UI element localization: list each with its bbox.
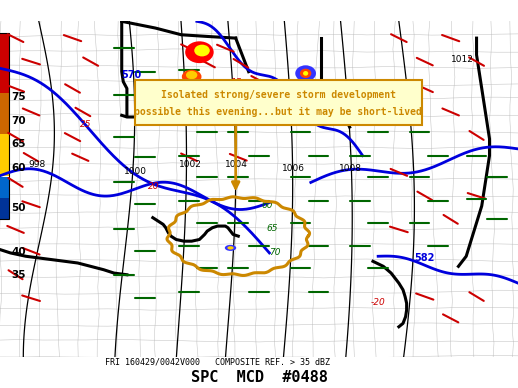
Text: Isolated strong/severe storm development: Isolated strong/severe storm development [161,90,396,100]
FancyBboxPatch shape [135,80,422,125]
Bar [0,177,9,199]
Text: SPC  MCD  #0488: SPC MCD #0488 [191,370,327,385]
Bar [0,33,9,55]
Text: 70: 70 [269,248,281,256]
Text: 65: 65 [267,224,278,233]
Bar [0,94,9,115]
Text: 40: 40 [11,247,26,256]
Text: 60: 60 [11,163,26,173]
Text: 1000: 1000 [124,167,147,176]
Text: FRI 160429/0042V000   COMPOSITE REF. > 35 dBZ: FRI 160429/0042V000 COMPOSITE REF. > 35 … [105,357,330,366]
Text: 75: 75 [11,92,26,102]
Ellipse shape [182,70,202,84]
Text: 25: 25 [80,120,92,129]
Ellipse shape [185,41,214,63]
Text: 50: 50 [11,203,26,213]
Text: 70: 70 [11,116,26,126]
Ellipse shape [186,71,197,79]
Ellipse shape [227,246,234,249]
Ellipse shape [194,45,210,56]
Ellipse shape [303,71,308,76]
Text: 998: 998 [28,160,46,169]
Ellipse shape [300,69,311,78]
Text: 60: 60 [262,201,273,210]
Text: 20: 20 [148,182,159,191]
Text: 1004: 1004 [225,160,248,169]
Bar [0,33,9,219]
Text: 1002: 1002 [179,160,202,169]
Bar [0,134,9,156]
Text: 35: 35 [11,270,26,280]
Text: 1006: 1006 [282,164,305,173]
Text: 65: 65 [11,139,26,149]
Text: 15: 15 [231,78,242,87]
Bar [0,114,9,135]
Ellipse shape [225,245,236,251]
Bar [0,154,9,176]
Bar [0,73,9,95]
Text: -20: -20 [370,298,385,307]
Text: possible this evening...but it may be short-lived: possible this evening...but it may be sh… [135,107,422,117]
Bar [0,197,9,219]
Text: 1008: 1008 [339,164,362,173]
Ellipse shape [295,65,316,81]
Bar [0,53,9,75]
Text: 55: 55 [158,118,169,127]
Text: 570: 570 [122,70,142,80]
Text: 1012: 1012 [451,55,473,64]
Text: 582: 582 [414,253,435,263]
